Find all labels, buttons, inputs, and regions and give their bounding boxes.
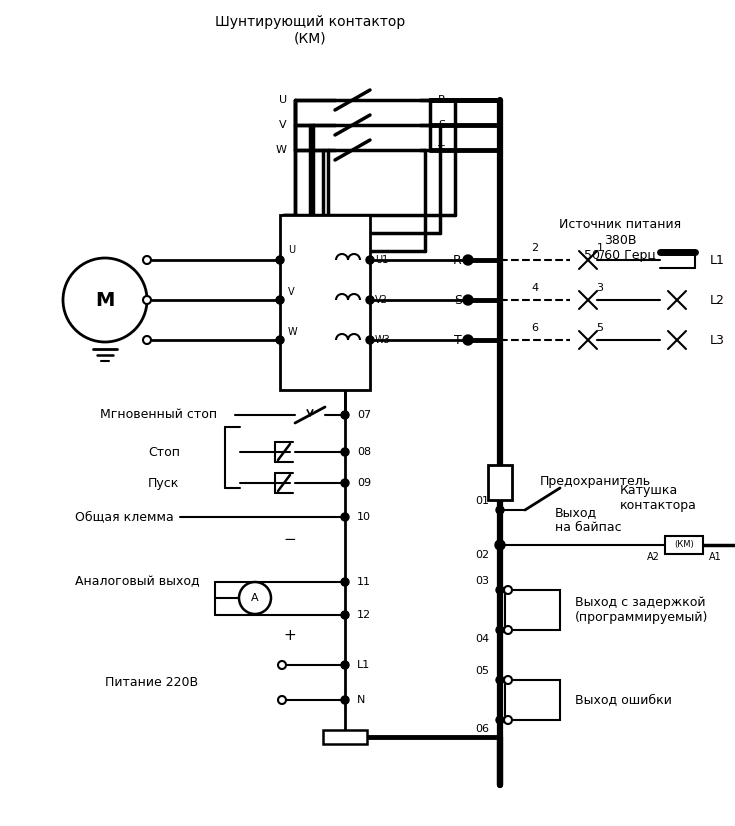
Text: U1: U1 [375,255,388,265]
Bar [323,730,367,744]
Text: 12: 12 [357,610,371,620]
Circle shape [276,296,284,304]
Circle shape [341,578,349,586]
Bar [505,680,560,720]
Text: 6: 6 [531,323,539,333]
Circle shape [278,696,286,704]
Text: 10: 10 [357,512,371,522]
Bar [488,465,512,500]
Text: 09: 09 [357,478,371,488]
Text: T: T [438,145,445,155]
Text: Источник питания
380В
50/60 Герц: Источник питания 380В 50/60 Герц [559,219,681,262]
Text: W: W [276,145,287,155]
Text: N: N [357,695,365,705]
Text: L1: L1 [710,254,725,267]
Text: −: − [284,531,296,547]
Text: R: R [453,254,462,267]
Bar [280,215,370,390]
Text: Мгновенный стоп: Мгновенный стоп [100,409,217,421]
Text: V2: V2 [375,295,388,305]
Circle shape [341,448,349,456]
Text: V: V [288,287,295,297]
Text: 04: 04 [475,634,489,644]
Text: Выход
на байпас: Выход на байпас [555,506,622,534]
Text: L1: L1 [357,660,370,670]
Bar [665,536,703,554]
Circle shape [143,296,151,304]
Text: 4: 4 [531,283,539,293]
Text: Аналоговый выход: Аналоговый выход [75,576,200,588]
Text: 01: 01 [475,496,489,506]
Circle shape [463,335,473,345]
Text: W: W [288,327,298,337]
Text: А: А [251,593,259,603]
Circle shape [143,256,151,264]
Text: 05: 05 [475,666,489,676]
Circle shape [341,696,349,704]
Text: U: U [288,245,295,255]
Circle shape [276,256,284,264]
Text: S: S [438,120,445,130]
Circle shape [341,513,349,521]
Text: Шунтирующий контактор
(КМ): Шунтирующий контактор (КМ) [215,15,405,45]
Circle shape [341,479,349,487]
Circle shape [496,586,504,594]
Circle shape [463,255,473,265]
Text: L2: L2 [710,293,725,306]
Text: Питание 220В: Питание 220В [105,676,198,689]
Bar [505,590,560,630]
Text: Выход с задержкой
(программируемый): Выход с задержкой (программируемый) [575,596,709,624]
Text: +: + [284,628,296,643]
Text: Предохранитель: Предохранитель [540,476,651,488]
Text: М: М [96,291,115,310]
Text: 3: 3 [597,283,603,293]
Text: Пуск: Пуск [148,477,179,490]
Text: W3: W3 [375,335,391,345]
Circle shape [341,661,349,669]
Text: 08: 08 [357,447,371,457]
Circle shape [504,716,512,724]
Text: 07: 07 [357,410,371,420]
Text: R: R [438,95,445,105]
Circle shape [341,411,349,419]
Text: U: U [279,95,287,105]
Text: Катушка
контактора: Катушка контактора [620,484,697,512]
Circle shape [276,336,284,344]
Circle shape [143,336,151,344]
Text: V: V [279,120,287,130]
Circle shape [463,295,473,305]
Circle shape [504,586,512,594]
Text: 02: 02 [475,550,489,560]
Text: 2: 2 [531,243,539,253]
Circle shape [496,716,504,724]
Circle shape [496,626,504,634]
Text: Общая клемма: Общая клемма [75,510,173,524]
Circle shape [366,296,374,304]
Circle shape [366,336,374,344]
Circle shape [341,611,349,619]
Text: (КМ): (КМ) [674,540,694,549]
Circle shape [366,256,374,264]
Text: 03: 03 [475,576,489,586]
Circle shape [504,676,512,684]
Circle shape [495,540,505,550]
Text: Выход ошибки: Выход ошибки [575,694,672,706]
Text: 1: 1 [597,243,603,253]
Text: A2: A2 [647,552,660,562]
Text: 5: 5 [597,323,603,333]
Text: Стоп: Стоп [148,445,180,458]
Text: A1: A1 [709,552,722,562]
Text: 06: 06 [475,724,489,734]
Circle shape [496,676,504,684]
Text: L3: L3 [710,334,725,346]
Text: 11: 11 [357,577,371,587]
Circle shape [504,626,512,634]
Text: T: T [454,334,462,346]
Circle shape [496,506,504,514]
Circle shape [278,661,286,669]
Text: S: S [454,293,462,306]
